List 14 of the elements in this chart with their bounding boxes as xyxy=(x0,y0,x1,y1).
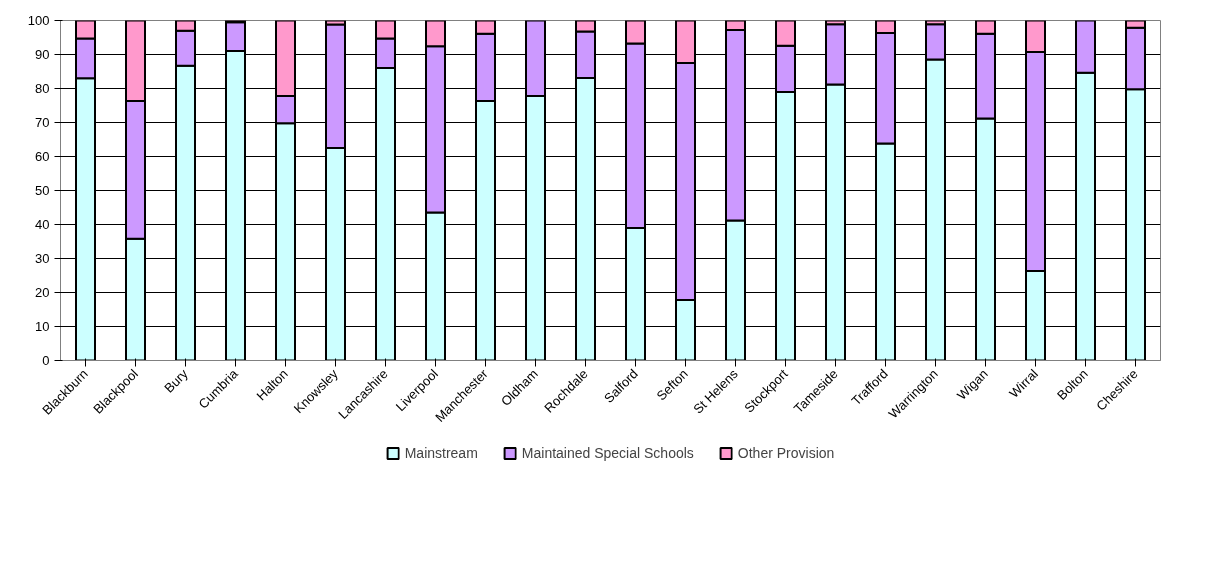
y-tick-label: 10 xyxy=(35,319,50,334)
y-tick-label: 90 xyxy=(35,47,50,62)
y-tick-label: 0 xyxy=(42,353,50,368)
legend-label: Maintained Special Schools xyxy=(521,445,694,461)
y-tick-label: 20 xyxy=(35,285,50,300)
y-tick-label: 80 xyxy=(35,81,50,96)
y-tick-label: 60 xyxy=(35,149,50,164)
legend-label: Other Provision xyxy=(737,445,835,461)
y-tick-label: 40 xyxy=(35,217,50,232)
y-tick-label: 30 xyxy=(35,251,50,266)
y-tick-label: 100 xyxy=(27,13,50,28)
y-tick-label: 50 xyxy=(35,183,50,198)
y-tick-label: 70 xyxy=(35,115,50,130)
legend-label: Mainstream xyxy=(404,445,478,461)
